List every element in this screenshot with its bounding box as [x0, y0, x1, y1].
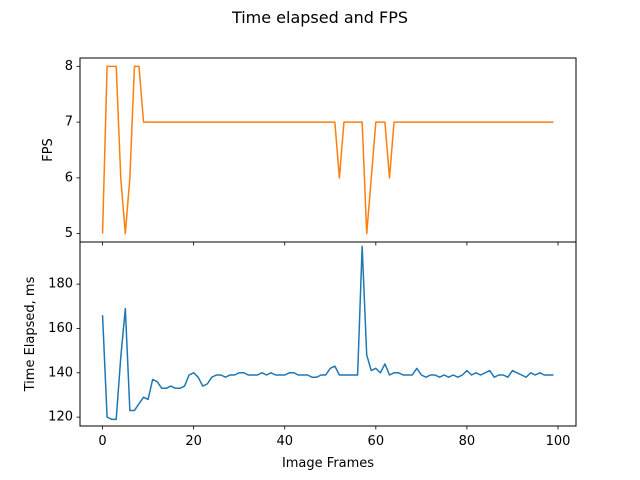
x-axis-label: Image Frames	[282, 456, 374, 471]
fps-series	[101, 65, 554, 235]
x-ticks: 0 20 40 60 80 100	[98, 242, 570, 449]
fps-y-tick-label: 6	[65, 170, 73, 185]
x-tick-label: 20	[185, 434, 202, 449]
time-elapsed-line	[101, 245, 554, 421]
x-tick-label: 40	[276, 434, 293, 449]
fps-y-tick-label: 5	[65, 226, 73, 241]
time-elapsed-y-tick-label: 180	[48, 277, 73, 292]
time-elapsed-panel: 120 140 160 180 Time Elapsed, ms	[23, 241, 577, 427]
time-elapsed-y-tick-label: 140	[48, 365, 73, 380]
time-elapsed-y-axis-label: Time Elapsed, ms	[23, 276, 38, 392]
time-elapsed-axes-frame	[79, 241, 577, 427]
x-tick-label: 60	[368, 434, 385, 449]
fps-y-tick-label: 7	[65, 115, 73, 130]
x-tick-label: 0	[98, 434, 106, 449]
fps-y-ticks: 5 6 7 8	[65, 59, 80, 241]
chart-title: Time elapsed and FPS	[231, 8, 408, 27]
fps-y-tick-label: 8	[65, 59, 73, 74]
time-elapsed-y-ticks: 120 140 160 180	[48, 277, 80, 425]
time-elapsed-y-tick-label: 160	[48, 321, 73, 336]
fps-y-axis-label: FPS	[41, 138, 56, 162]
time-elapsed-y-tick-label: 120	[48, 410, 73, 425]
fps-line	[101, 65, 554, 235]
x-tick-label: 100	[546, 434, 571, 449]
x-tick-label: 80	[459, 434, 476, 449]
time-elapsed-series	[101, 245, 554, 421]
